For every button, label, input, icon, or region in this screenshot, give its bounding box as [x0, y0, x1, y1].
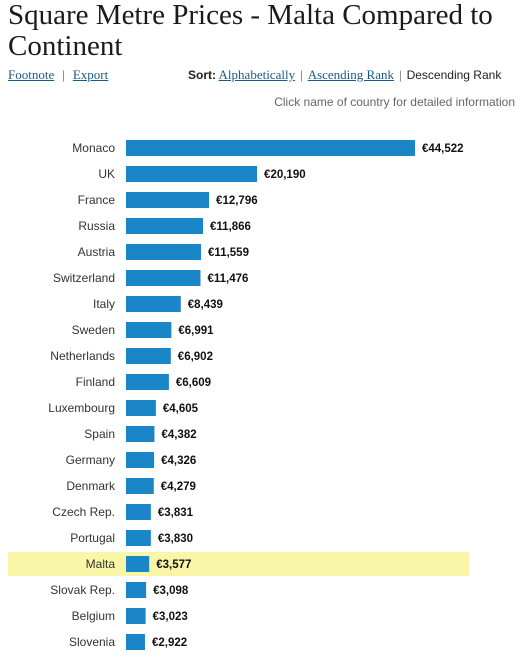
value-label: €6,609 — [176, 377, 211, 389]
separator: | — [62, 67, 65, 82]
bar — [126, 582, 147, 598]
bar — [126, 244, 202, 260]
bar — [126, 296, 181, 312]
country-label[interactable]: France — [78, 193, 116, 207]
country-label[interactable]: Italy — [93, 297, 115, 311]
value-label: €3,831 — [158, 507, 194, 519]
bar — [126, 400, 156, 416]
separator: | — [398, 67, 402, 82]
bar — [126, 556, 150, 572]
country-label[interactable]: Monaco — [72, 141, 115, 155]
bar — [126, 634, 145, 650]
country-label[interactable]: Switzerland — [53, 271, 115, 285]
bar — [126, 426, 155, 442]
bar — [126, 504, 151, 520]
value-label: €4,605 — [163, 403, 199, 415]
country-label[interactable]: UK — [98, 167, 115, 181]
value-label: €11,476 — [207, 273, 248, 285]
hint-text: Click name of country for detailed infor… — [274, 95, 515, 109]
country-label[interactable]: Finland — [76, 375, 115, 389]
bar — [126, 478, 154, 494]
export-link[interactable]: Export — [72, 67, 109, 82]
value-label: €20,190 — [264, 169, 306, 181]
separator: | — [300, 67, 303, 82]
value-label: €2,922 — [152, 637, 187, 649]
value-label: €11,559 — [208, 247, 249, 259]
country-label[interactable]: Malta — [86, 557, 116, 571]
toolbar: Footnote | Export Sort: Alphabetically | Asc… — [8, 67, 518, 83]
sort-label: Sort: — [188, 68, 216, 82]
country-label[interactable]: Spain — [84, 427, 115, 441]
value-label: €6,991 — [178, 325, 214, 337]
country-label[interactable]: Czech Rep. — [52, 505, 115, 519]
sort-group: Sort: Alphabetically | Ascending Rank | Desc… — [188, 67, 501, 83]
country-label[interactable]: Luxembourg — [48, 401, 115, 415]
country-label[interactable]: Germany — [66, 453, 115, 467]
country-label[interactable]: Netherlands — [50, 349, 115, 363]
sort-alphabetically-link[interactable]: Alphabetically — [218, 67, 296, 82]
country-label[interactable]: Russia — [78, 219, 115, 233]
value-label: €44,522 — [422, 143, 464, 155]
sort-ascending-link[interactable]: Ascending Rank — [307, 67, 394, 82]
bar — [126, 218, 204, 234]
value-label: €4,382 — [161, 429, 196, 441]
country-label[interactable]: Slovenia — [69, 635, 115, 649]
page-title: Square Metre Prices - Malta Compared to … — [8, 0, 493, 62]
country-label[interactable]: Slovak Rep. — [50, 583, 115, 597]
bar — [126, 140, 415, 156]
value-label: €11,866 — [210, 221, 251, 233]
bar — [126, 270, 201, 286]
country-label[interactable]: Belgium — [72, 609, 115, 623]
bar — [126, 452, 155, 468]
value-label: €3,830 — [158, 533, 193, 545]
sort-descending-active: Descending Rank — [406, 68, 502, 82]
country-label[interactable]: Portugal — [70, 531, 115, 545]
highlight-row — [8, 552, 469, 576]
value-label: €3,023 — [153, 611, 188, 623]
value-label: €6,902 — [178, 351, 213, 363]
bar — [126, 348, 171, 364]
value-label: €3,577 — [156, 559, 191, 571]
value-label: €4,326 — [161, 455, 196, 467]
country-label[interactable]: Denmark — [66, 479, 116, 493]
footnote-link[interactable]: Footnote — [8, 67, 55, 82]
country-label[interactable]: Sweden — [72, 323, 115, 337]
value-label: €8,439 — [188, 299, 223, 311]
bar — [126, 530, 151, 546]
value-label: €4,279 — [161, 481, 196, 493]
bar — [126, 374, 169, 390]
value-label: €3,098 — [153, 585, 189, 597]
bar — [126, 192, 210, 208]
bar — [126, 608, 146, 624]
bar — [126, 166, 258, 182]
country-label[interactable]: Austria — [78, 245, 116, 259]
bar — [126, 322, 172, 338]
value-label: €12,796 — [216, 195, 258, 207]
